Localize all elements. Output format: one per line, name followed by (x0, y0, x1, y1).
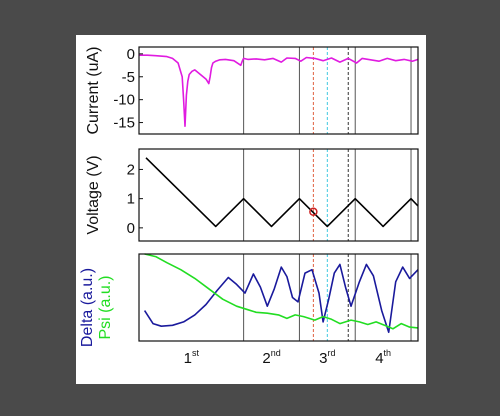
plot-frame (138, 148, 419, 242)
y-axis-title: Current (uA) (85, 46, 102, 134)
y-tick-label: 2 (127, 161, 135, 178)
y-tick-label: -15 (113, 115, 135, 132)
y-tick-label: 1 (127, 191, 135, 208)
cycle-label-4: 4th (375, 348, 391, 367)
figure: 0 -5 -10 -15 Current (uA) 0 1 2 Voltage (V) Delta… (76, 35, 426, 384)
plot-frame (138, 46, 419, 135)
voltage-marker-circle (309, 207, 318, 217)
plot-frame (138, 253, 419, 342)
series-line (144, 253, 419, 330)
cycle-label-2: 2nd (262, 348, 280, 367)
cycle-label-1: 1st (184, 348, 200, 367)
panel-3: Delta (a.u.) Psi (a.u.) 1st 2nd 3rd 4th (79, 253, 419, 367)
y-tick-label: -5 (122, 69, 135, 86)
panel-2: 0 1 2 Voltage (V) (85, 148, 419, 242)
y-tick-label: 0 (127, 46, 135, 63)
y-axis-title-delta: Delta (a.u.) (79, 268, 96, 347)
y-tick-label: -10 (113, 92, 135, 109)
series-line (139, 54, 419, 127)
series-line (143, 263, 419, 334)
series-line (145, 157, 419, 228)
y-tick-label: 0 (127, 220, 135, 237)
cycle-label-3: 3rd (319, 348, 335, 367)
y-axis-title-psi: Psi (a.u.) (97, 275, 114, 339)
y-axis-title: Voltage (V) (85, 155, 102, 234)
panel-1: 0 -5 -10 -15 Current (uA) (85, 46, 419, 135)
figure-canvas: 0 -5 -10 -15 Current (uA) 0 1 2 Voltage (V) Delta… (79, 46, 419, 367)
